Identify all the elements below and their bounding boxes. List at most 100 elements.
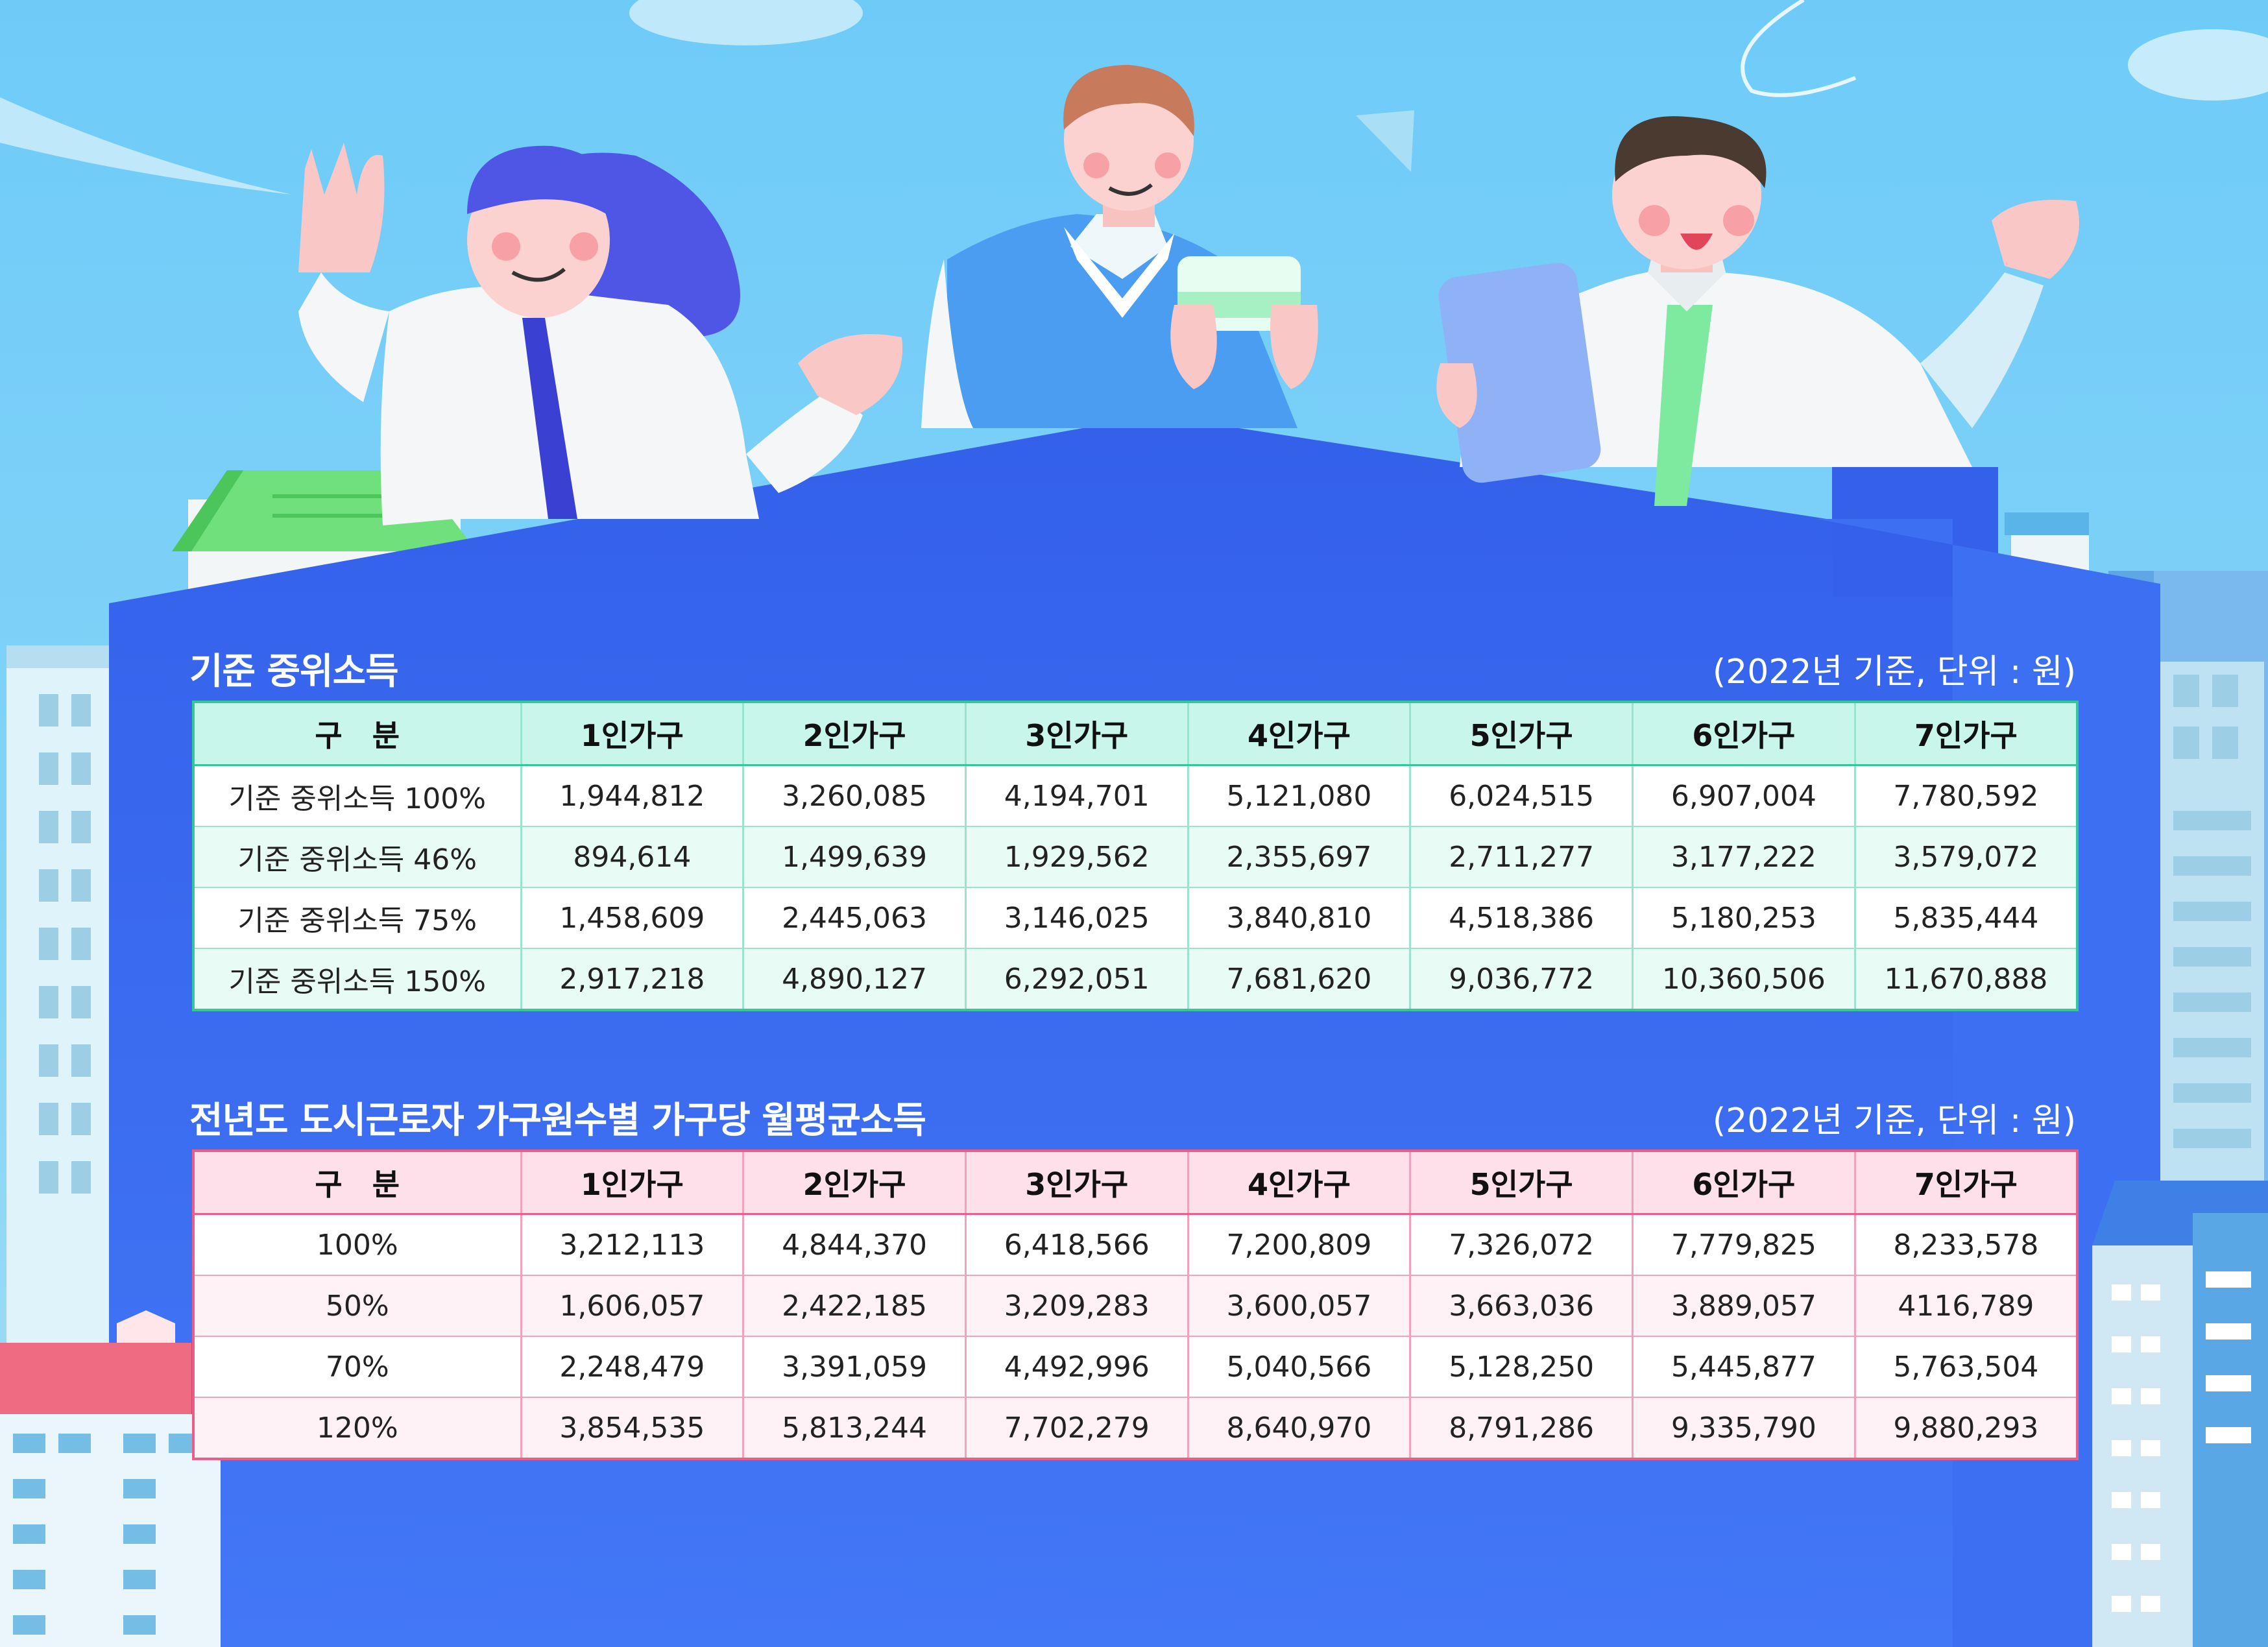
column-header: 7인가구	[1853, 702, 2077, 766]
row-label: 기준 중위소득 100%	[193, 764, 521, 826]
table-cell: 2,355,697	[1187, 826, 1410, 887]
table-cell: 5,040,566	[1187, 1336, 1410, 1397]
column-header: 구 분	[193, 702, 521, 766]
table2-unit-note: (2022년 기준, 단위 : 원)	[1712, 1101, 2076, 1140]
table-cell: 4,844,370	[742, 1213, 966, 1275]
cloud-decor	[0, 0, 2268, 195]
table-cell: 4,492,996	[964, 1336, 1188, 1397]
row-label: 기준 중위소득 46%	[193, 826, 521, 887]
table-cell: 2,445,063	[742, 887, 966, 948]
table-cell: 5,763,504	[1853, 1336, 2077, 1397]
man-holding-tablet	[1436, 116, 2079, 506]
table-cell: 1,458,609	[520, 887, 743, 948]
triangle-decor	[1356, 110, 1414, 172]
table-cell: 2,248,479	[520, 1336, 743, 1397]
table-cell: 3,889,057	[1632, 1275, 1855, 1336]
table-cell: 1,606,057	[520, 1275, 743, 1336]
table-cell: 6,292,051	[964, 948, 1188, 1010]
table-row: 기준 중위소득 75% 1,458,609 2,445,063 3,146,02…	[193, 887, 2077, 948]
table-cell: 894,614	[520, 826, 743, 887]
column-header: 4인가구	[1187, 702, 1410, 766]
table-cell: 1,499,639	[742, 826, 966, 887]
table-cell: 7,681,620	[1187, 948, 1410, 1010]
row-label: 70%	[193, 1336, 521, 1397]
table-cell: 7,702,279	[964, 1397, 1188, 1459]
table-cell: 4,518,386	[1409, 887, 1633, 948]
table-cell: 5,813,244	[742, 1397, 966, 1459]
table-cell: 3,663,036	[1409, 1275, 1633, 1336]
table-header-row: 구 분 1인가구 2인가구 3인가구 4인가구 5인가구 6인가구 7인가구	[193, 702, 2077, 766]
table-cell: 5,835,444	[1853, 887, 2077, 948]
column-header: 3인가구	[964, 702, 1188, 766]
table-cell: 2,917,218	[520, 948, 743, 1010]
table-cell: 9,036,772	[1409, 948, 1633, 1010]
table-cell: 1,944,812	[520, 764, 743, 826]
column-header: 1인가구	[520, 702, 743, 766]
column-header: 1인가구	[520, 1151, 743, 1215]
column-header: 5인가구	[1409, 702, 1633, 766]
table-cell: 3,212,113	[520, 1213, 743, 1275]
table-cell: 7,779,825	[1632, 1213, 1855, 1275]
table-row: 50% 1,606,057 2,422,185 3,209,283 3,600,…	[193, 1275, 2077, 1336]
table-cell: 3,260,085	[742, 764, 966, 826]
table-cell: 5,121,080	[1187, 764, 1410, 826]
table-cell: 1,929,562	[964, 826, 1188, 887]
table-cell: 3,209,283	[964, 1275, 1188, 1336]
table-cell: 3,146,025	[964, 887, 1188, 948]
table-row: 기준 중위소득 150% 2,917,218 4,890,127 6,292,0…	[193, 948, 2077, 1010]
table-cell: 10,360,506	[1632, 948, 1855, 1010]
table-cell: 3,579,072	[1853, 826, 2077, 887]
red-roof-building	[0, 1310, 221, 1647]
apartment-front-right	[2092, 1181, 2268, 1647]
table1-title: 기준 중위소득	[189, 651, 399, 693]
table-cell: 5,445,877	[1632, 1336, 1855, 1397]
table-row: 100% 3,212,113 4,844,370 6,418,566 7,200…	[193, 1213, 2077, 1275]
column-header: 구 분	[193, 1151, 521, 1215]
urban-worker-income-table: 구 분 1인가구 2인가구 3인가구 4인가구 5인가구 6인가구 7인가구 1…	[192, 1149, 2079, 1460]
median-income-table: 구 분 1인가구 2인가구 3인가구 4인가구 5인가구 6인가구 7인가구 기…	[192, 701, 2079, 1011]
table-cell: 4116,789	[1853, 1275, 2077, 1336]
house-shape	[109, 415, 1953, 1647]
table-cell: 9,335,790	[1632, 1397, 1855, 1459]
row-label: 50%	[193, 1275, 521, 1336]
column-header: 7인가구	[1853, 1151, 2077, 1215]
table-cell: 6,024,515	[1409, 764, 1633, 826]
man-holding-card	[921, 65, 1318, 428]
table-cell: 3,854,535	[520, 1397, 743, 1459]
table-cell: 2,422,185	[742, 1275, 966, 1336]
table-row: 70% 2,248,479 3,391,059 4,492,996 5,040,…	[193, 1336, 2077, 1397]
column-header: 4인가구	[1187, 1151, 1410, 1215]
row-label: 100%	[193, 1213, 521, 1275]
column-header: 3인가구	[964, 1151, 1188, 1215]
table-cell: 4,194,701	[964, 764, 1188, 826]
woman-waving	[298, 143, 903, 525]
table-cell: 6,418,566	[964, 1213, 1188, 1275]
table-cell: 11,670,888	[1853, 948, 2077, 1010]
table-cell: 7,326,072	[1409, 1213, 1633, 1275]
table-cell: 3,177,222	[1632, 826, 1855, 887]
table-cell: 2,711,277	[1409, 826, 1633, 887]
column-header: 6인가구	[1632, 702, 1855, 766]
table-cell: 3,600,057	[1187, 1275, 1410, 1336]
table2-title: 전년도 도시근로자 가구원수별 가구당 월평균소득	[189, 1100, 926, 1142]
table-cell: 9,880,293	[1853, 1397, 2077, 1459]
table-cell: 8,640,970	[1187, 1397, 1410, 1459]
table-cell: 3,840,810	[1187, 887, 1410, 948]
table-cell: 8,233,578	[1853, 1213, 2077, 1275]
column-header: 5인가구	[1409, 1151, 1633, 1215]
row-label: 기준 중위소득 150%	[193, 948, 521, 1010]
table-row: 120% 3,854,535 5,813,244 7,702,279 8,640…	[193, 1397, 2077, 1459]
table-cell: 7,780,592	[1853, 764, 2077, 826]
row-label: 기준 중위소득 75%	[193, 887, 521, 948]
apartment-left	[6, 645, 120, 1359]
table-cell: 7,200,809	[1187, 1213, 1410, 1275]
table1-unit-note: (2022년 기준, 단위 : 원)	[1712, 653, 2076, 691]
table-cell: 5,180,253	[1632, 887, 1855, 948]
table-cell: 8,791,286	[1409, 1397, 1633, 1459]
column-header: 2인가구	[742, 702, 966, 766]
row-label: 120%	[193, 1397, 521, 1459]
table-row: 기준 중위소득 100% 1,944,812 3,260,085 4,194,7…	[193, 764, 2077, 826]
table-cell: 3,391,059	[742, 1336, 966, 1397]
column-header: 6인가구	[1632, 1151, 1855, 1215]
